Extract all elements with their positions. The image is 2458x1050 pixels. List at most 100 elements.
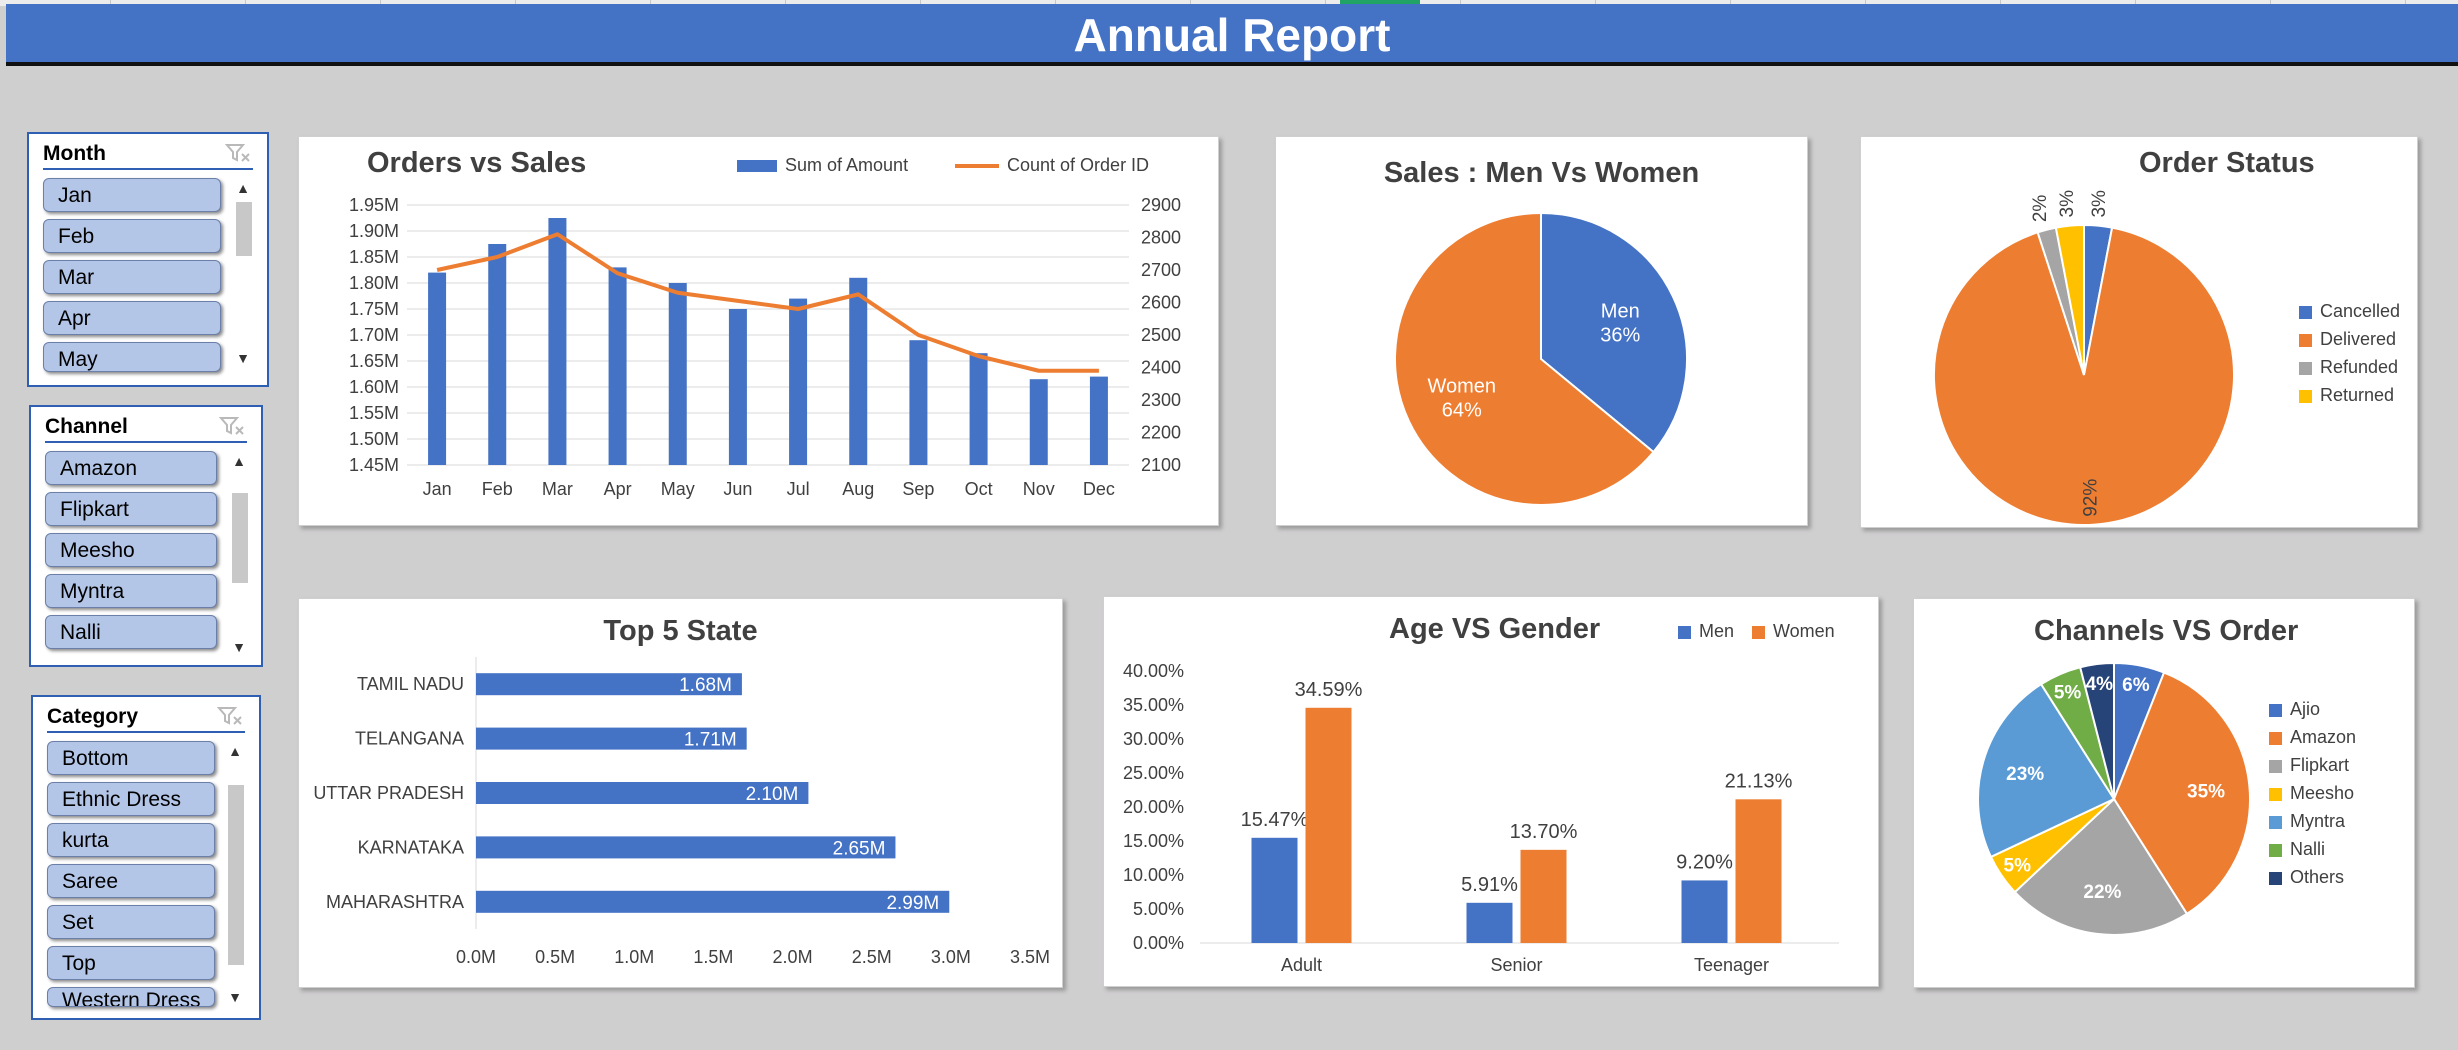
column-divider [245,0,246,6]
scroll-up-icon[interactable]: ▲ [236,180,250,196]
slice-percent-label: 64% [1442,399,1482,421]
y-left-tick-label: 1.55M [349,403,399,423]
legend-swatch [737,160,777,173]
pie-slice [2013,797,2189,936]
age-vs-gender-chart[interactable]: Age VS Gender Men Women 0.00% 5.00% 10.00%… [1103,596,1879,987]
channels-vs-order-chart[interactable]: Channels VS Order 6% 35% 22% 5% 23% 5% 4% Ajio… [1913,598,2415,988]
x-tick-label: 1.5M [693,947,733,967]
slice-percent-label: 2% [2030,195,2051,223]
y-right-tick-label: 2900 [1141,195,1181,215]
bar [476,727,747,750]
slicer-item-category[interactable]: Western Dress [47,987,215,1007]
sales-men-vs-women-chart[interactable]: Sales : Men Vs Women Men 36% Women 64% [1275,136,1808,526]
category-slicer-scrollbar[interactable]: ▲ ▼ [223,741,247,1011]
legend-swatch [2269,731,2282,745]
y-left-tick-label: 1.95M [349,195,399,215]
legend-label: Nalli [2290,839,2326,859]
slice-percent-label: 3% [2089,190,2110,218]
y-right-tick-label: 2600 [1141,293,1181,313]
pie-slice [2078,661,2115,800]
chart-title: Sales : Men Vs Women [1383,157,1700,189]
data-label: 2.99M [886,893,939,914]
scroll-thumb[interactable] [228,785,244,965]
slicer-item-category[interactable]: Saree [47,864,215,898]
column-divider [920,0,921,6]
bar [476,782,809,804]
slicer-item-channel[interactable]: Amazon [45,451,217,485]
slicer-item-category[interactable]: kurta [47,823,215,857]
y-left-tick-label: 1.80M [349,273,399,293]
channel-slicer-header: Channel [45,413,247,443]
clear-filter-icon[interactable] [225,142,251,164]
clear-filter-icon[interactable] [217,705,243,727]
month-slicer-title: Month [43,142,106,165]
x-tick-label: Oct [965,479,993,499]
selected-cell-indicator [1340,0,1420,5]
legend-swatch [2269,787,2282,801]
slicer-item-category[interactable]: Ethnic Dress [47,782,215,816]
slicer-item-month[interactable]: Mar [43,260,221,294]
x-tick-label: Sep [902,479,934,499]
scroll-up-icon[interactable]: ▲ [232,453,246,469]
bar [428,272,447,465]
bar [1520,849,1567,943]
channel-slicer-scrollbar[interactable]: ▲ ▼ [227,451,251,661]
slice-name-label: Men [1601,301,1640,323]
slicer-item-month[interactable]: Feb [43,219,221,253]
legend-item: Flipkart [2269,755,2349,776]
legend-label: Returned [2320,385,2395,405]
legend-label: Cancelled [2320,301,2401,321]
category-slicer: Category Bottom Ethnic Dress kurta Saree… [31,695,261,1020]
y-tick-label: 35.00% [1123,695,1184,715]
slicer-item-month[interactable]: May [43,342,221,372]
clear-filter-icon[interactable] [219,415,245,437]
chart-title: Age VS Gender [1389,613,1601,645]
month-slicer-scrollbar[interactable]: ▲ ▼ [231,178,255,378]
order-count-line [436,232,1099,373]
report-header: Annual Report [6,4,2458,66]
channels-vs-order-pie: 6%35%22%5%23%5% 4% [1977,661,2251,936]
slicer-item-channel[interactable]: Meesho [45,533,217,567]
order-status-chart[interactable]: Order Status 3% 92% 2% 3% Cancelled Deliver… [1860,136,2418,528]
scroll-thumb[interactable] [232,493,248,583]
bar [1305,707,1352,943]
x-tick-label: 2.0M [773,947,813,967]
x-tick-label: Teenager [1694,955,1769,975]
y-tick-label: 30.00% [1123,729,1184,749]
scroll-thumb[interactable] [236,202,252,256]
column-divider [1460,0,1461,6]
scroll-down-icon[interactable]: ▼ [232,639,246,655]
legend-label: Delivered [2320,329,2397,349]
top-5-state-chart[interactable]: Top 5 State TAMIL NADU 1.68M TELANGANA 1.71… [298,598,1063,988]
x-tick-label: Dec [1083,479,1115,499]
slicer-item-category[interactable]: Top [47,946,215,980]
scroll-down-icon[interactable]: ▼ [228,989,242,1005]
slicer-item-month[interactable]: Apr [43,301,221,335]
slice-percent-label: 6% [2122,675,2150,696]
slicer-item-month[interactable]: Jan [43,178,221,212]
legend-label: Others [2290,867,2345,887]
data-label: 2.65M [833,838,886,859]
x-tick-label: Jun [723,479,752,499]
x-tick-label: Jul [787,479,810,499]
orders-vs-sales-chart[interactable]: Orders vs Sales Sum of Amount Count of O… [298,136,1219,526]
x-tick-label: 0.0M [456,947,496,967]
slicer-item-channel[interactable]: Myntra [45,574,217,608]
category-label: TAMIL NADU [357,674,464,694]
slicer-item-category[interactable]: Set [47,905,215,939]
category-label: MAHARASHTRA [326,892,464,912]
orders-vs-sales-plot: 1.45M 1.50M 1.55M 1.60M 1.65M 1.70M 1.75M 1.80M… [349,195,1181,499]
y-tick-label: 40.00% [1123,661,1184,681]
slicer-item-channel[interactable]: Flipkart [45,492,217,526]
legend-item: Refunded [2299,357,2398,378]
scroll-down-icon[interactable]: ▼ [236,350,250,366]
bar [668,283,687,465]
column-divider [1190,0,1191,6]
scroll-up-icon[interactable]: ▲ [228,743,242,759]
slicer-item-category[interactable]: Bottom [47,741,215,775]
legend-swatch [2299,333,2312,347]
category-slicer-header: Category [47,703,245,733]
slicer-item-channel[interactable]: Nalli [45,615,217,649]
y-tick-label: 10.00% [1123,865,1184,885]
